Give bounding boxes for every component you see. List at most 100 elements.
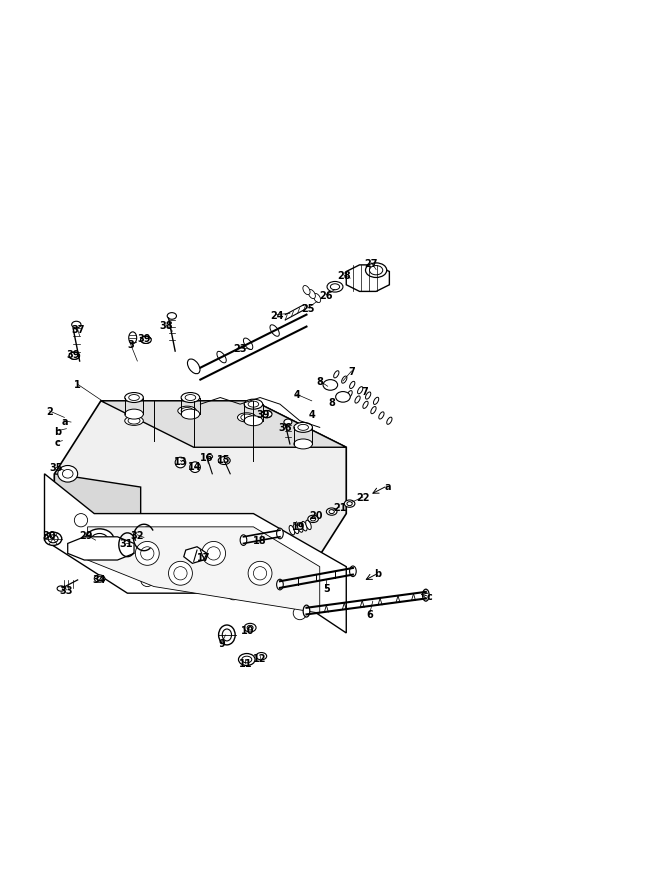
Ellipse shape [347, 502, 352, 506]
Ellipse shape [344, 501, 355, 507]
Circle shape [227, 541, 240, 554]
Ellipse shape [178, 407, 196, 416]
Text: 30: 30 [43, 530, 56, 541]
Circle shape [168, 561, 192, 586]
Text: 10: 10 [241, 625, 255, 635]
Circle shape [254, 567, 266, 580]
Text: 24: 24 [270, 310, 283, 321]
Ellipse shape [363, 401, 368, 409]
Ellipse shape [276, 580, 283, 590]
Polygon shape [45, 474, 346, 634]
Text: 4: 4 [308, 409, 315, 420]
Ellipse shape [58, 499, 78, 515]
Ellipse shape [217, 352, 226, 363]
Ellipse shape [218, 457, 230, 465]
Ellipse shape [298, 425, 308, 431]
Ellipse shape [261, 411, 272, 418]
Text: 5: 5 [323, 583, 330, 594]
Ellipse shape [63, 503, 73, 512]
Circle shape [141, 574, 154, 587]
Ellipse shape [247, 626, 253, 630]
Text: 20: 20 [310, 510, 323, 521]
Polygon shape [346, 266, 390, 292]
Polygon shape [88, 527, 320, 614]
Polygon shape [184, 547, 207, 564]
Ellipse shape [167, 313, 176, 320]
Text: b: b [374, 568, 382, 579]
Ellipse shape [294, 440, 312, 449]
Ellipse shape [128, 418, 140, 425]
Circle shape [207, 547, 220, 561]
Ellipse shape [58, 466, 78, 482]
Ellipse shape [366, 393, 371, 400]
Ellipse shape [308, 515, 318, 523]
Ellipse shape [308, 290, 316, 299]
Text: 2: 2 [46, 407, 53, 416]
Text: 6: 6 [366, 610, 373, 620]
Ellipse shape [97, 577, 102, 580]
Ellipse shape [240, 535, 247, 546]
Circle shape [202, 541, 226, 566]
Ellipse shape [181, 408, 193, 415]
Ellipse shape [256, 653, 266, 660]
Polygon shape [55, 474, 141, 587]
Ellipse shape [327, 282, 343, 293]
Text: 35: 35 [49, 462, 63, 473]
Ellipse shape [370, 266, 383, 275]
Ellipse shape [294, 423, 312, 433]
Text: 26: 26 [320, 290, 333, 301]
Ellipse shape [276, 528, 283, 539]
Ellipse shape [270, 325, 279, 337]
Circle shape [141, 547, 154, 561]
Ellipse shape [374, 398, 379, 405]
Ellipse shape [85, 529, 114, 552]
Text: 23: 23 [233, 343, 247, 354]
Circle shape [293, 607, 306, 620]
Text: 11: 11 [238, 658, 252, 668]
Ellipse shape [293, 525, 299, 534]
Text: 38: 38 [159, 320, 172, 330]
Text: 32: 32 [131, 530, 144, 541]
Ellipse shape [238, 414, 256, 422]
Text: 3: 3 [127, 340, 134, 350]
Ellipse shape [185, 395, 196, 401]
Ellipse shape [222, 629, 232, 641]
Text: 33: 33 [60, 585, 73, 595]
Circle shape [141, 527, 154, 541]
Circle shape [227, 587, 240, 600]
Ellipse shape [57, 587, 65, 592]
Ellipse shape [366, 263, 387, 278]
Ellipse shape [342, 376, 347, 384]
Circle shape [135, 541, 159, 566]
Text: 13: 13 [174, 456, 187, 466]
Ellipse shape [387, 418, 392, 425]
Ellipse shape [284, 420, 292, 426]
Ellipse shape [330, 284, 340, 290]
Ellipse shape [303, 286, 310, 295]
Ellipse shape [125, 393, 143, 403]
Ellipse shape [334, 371, 339, 379]
Ellipse shape [347, 391, 352, 398]
Ellipse shape [45, 533, 62, 546]
Text: 7: 7 [348, 367, 355, 376]
Text: 37: 37 [71, 325, 85, 335]
Ellipse shape [358, 388, 363, 395]
Text: a: a [61, 416, 68, 427]
Circle shape [75, 514, 88, 527]
Ellipse shape [244, 339, 253, 350]
Ellipse shape [129, 395, 139, 401]
Ellipse shape [125, 409, 143, 420]
Ellipse shape [336, 392, 350, 402]
Ellipse shape [244, 624, 256, 633]
Text: 31: 31 [119, 539, 133, 549]
Text: 15: 15 [217, 454, 230, 465]
Text: 28: 28 [337, 270, 350, 281]
Ellipse shape [303, 606, 310, 617]
Ellipse shape [181, 409, 200, 420]
Ellipse shape [248, 401, 258, 408]
Polygon shape [68, 537, 134, 561]
Ellipse shape [141, 337, 151, 344]
Ellipse shape [187, 360, 200, 375]
Text: 39: 39 [137, 334, 151, 343]
Text: 16: 16 [200, 453, 214, 462]
